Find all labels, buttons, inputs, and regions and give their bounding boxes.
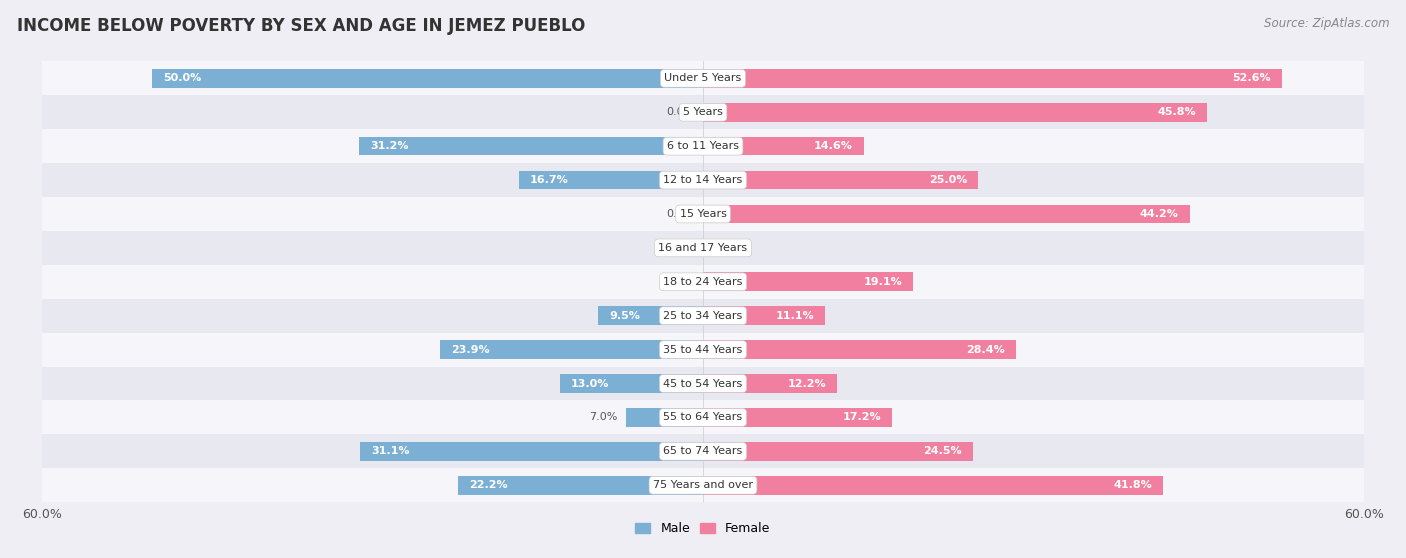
Bar (42, 367, 1364, 401)
Bar (703, 408, 893, 427)
Text: 45.8%: 45.8% (1157, 107, 1197, 117)
Bar (42, 61, 1364, 95)
Text: 44.2%: 44.2% (1140, 209, 1178, 219)
Legend: Male, Female: Male, Female (630, 517, 776, 540)
Text: 19.1%: 19.1% (863, 277, 903, 287)
Text: 28.4%: 28.4% (966, 345, 1005, 354)
Bar (152, 69, 703, 88)
Bar (703, 103, 1208, 122)
Bar (703, 69, 1282, 88)
Text: 31.1%: 31.1% (371, 446, 411, 456)
Text: 22.2%: 22.2% (470, 480, 508, 490)
Text: 0.0%: 0.0% (666, 209, 695, 219)
Bar (42, 434, 1364, 468)
Text: 35 to 44 Years: 35 to 44 Years (664, 345, 742, 354)
Bar (42, 163, 1364, 197)
Bar (458, 476, 703, 494)
Text: 0.0%: 0.0% (666, 243, 695, 253)
Text: 14.6%: 14.6% (814, 141, 853, 151)
Text: 55 to 64 Years: 55 to 64 Years (664, 412, 742, 422)
Text: 24.5%: 24.5% (924, 446, 962, 456)
Bar (42, 299, 1364, 333)
Bar (703, 306, 825, 325)
Text: 45 to 54 Years: 45 to 54 Years (664, 378, 742, 388)
Bar (42, 333, 1364, 367)
Text: 65 to 74 Years: 65 to 74 Years (664, 446, 742, 456)
Bar (360, 137, 703, 156)
Bar (560, 374, 703, 393)
Bar (703, 171, 979, 189)
Bar (42, 95, 1364, 129)
Text: 18 to 24 Years: 18 to 24 Years (664, 277, 742, 287)
Text: 7.0%: 7.0% (589, 412, 617, 422)
Bar (42, 401, 1364, 434)
Text: 15 Years: 15 Years (679, 209, 727, 219)
Bar (703, 476, 1163, 494)
Text: INCOME BELOW POVERTY BY SEX AND AGE IN JEMEZ PUEBLO: INCOME BELOW POVERTY BY SEX AND AGE IN J… (17, 17, 585, 35)
Text: 52.6%: 52.6% (1233, 73, 1271, 83)
Text: 0.0%: 0.0% (666, 277, 695, 287)
Bar (703, 205, 1189, 223)
Text: 25 to 34 Years: 25 to 34 Years (664, 311, 742, 321)
Bar (703, 272, 914, 291)
Bar (519, 171, 703, 189)
Text: 6 to 11 Years: 6 to 11 Years (666, 141, 740, 151)
Text: 12.2%: 12.2% (787, 378, 827, 388)
Text: 23.9%: 23.9% (451, 345, 489, 354)
Text: 41.8%: 41.8% (1114, 480, 1153, 490)
Text: 31.2%: 31.2% (370, 141, 409, 151)
Text: 12 to 14 Years: 12 to 14 Years (664, 175, 742, 185)
Text: 25.0%: 25.0% (929, 175, 967, 185)
Bar (703, 442, 973, 461)
Bar (703, 374, 838, 393)
Text: 11.1%: 11.1% (776, 311, 814, 321)
Text: 50.0%: 50.0% (163, 73, 201, 83)
Text: 17.2%: 17.2% (842, 412, 882, 422)
Bar (42, 197, 1364, 231)
Text: Under 5 Years: Under 5 Years (665, 73, 741, 83)
Bar (440, 340, 703, 359)
Bar (42, 265, 1364, 299)
Bar (42, 231, 1364, 265)
Bar (599, 306, 703, 325)
Text: 5 Years: 5 Years (683, 107, 723, 117)
Text: 0.0%: 0.0% (711, 243, 740, 253)
Bar (703, 340, 1015, 359)
Text: 9.5%: 9.5% (609, 311, 640, 321)
Text: 0.0%: 0.0% (666, 107, 695, 117)
Text: 16 and 17 Years: 16 and 17 Years (658, 243, 748, 253)
Bar (626, 408, 703, 427)
Text: 16.7%: 16.7% (530, 175, 569, 185)
Bar (703, 137, 863, 156)
Bar (42, 468, 1364, 502)
Bar (42, 129, 1364, 163)
Text: Source: ZipAtlas.com: Source: ZipAtlas.com (1264, 17, 1389, 30)
Text: 13.0%: 13.0% (571, 378, 609, 388)
Text: 75 Years and over: 75 Years and over (652, 480, 754, 490)
Bar (360, 442, 703, 461)
